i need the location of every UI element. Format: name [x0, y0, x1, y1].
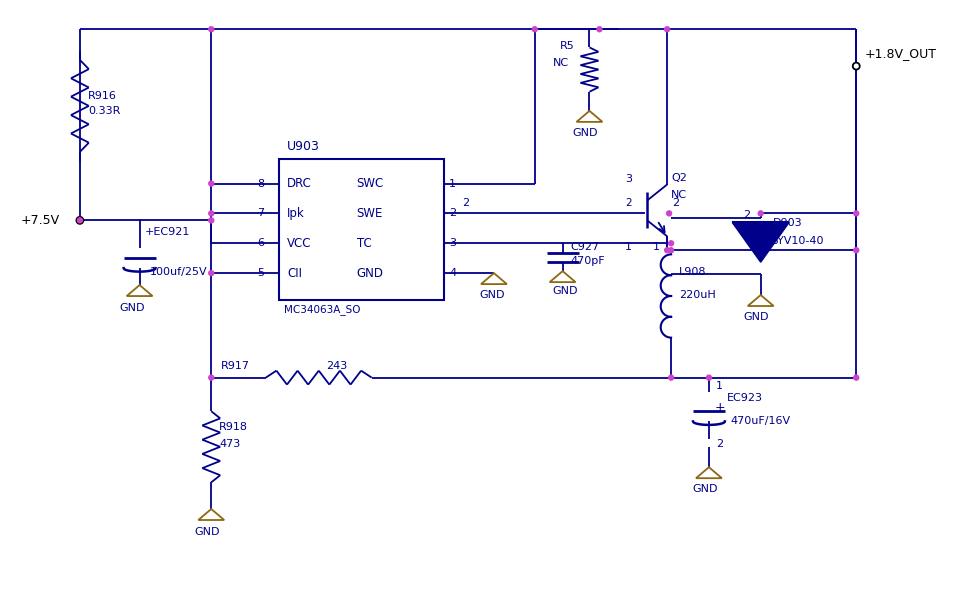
Text: 2: 2: [672, 199, 680, 208]
Text: 1: 1: [449, 178, 456, 189]
Text: +EC921: +EC921: [145, 227, 190, 237]
Text: 5: 5: [257, 268, 264, 278]
Text: +7.5V: +7.5V: [20, 214, 60, 227]
Circle shape: [208, 27, 214, 32]
Text: 2: 2: [462, 199, 469, 208]
Circle shape: [758, 211, 763, 216]
Text: GND: GND: [692, 484, 717, 494]
Text: 470pF: 470pF: [570, 256, 605, 266]
Text: L908: L908: [679, 267, 707, 277]
Text: R918: R918: [219, 422, 249, 433]
Text: 1: 1: [653, 242, 660, 252]
Circle shape: [853, 248, 859, 253]
Text: 4: 4: [449, 268, 456, 278]
Text: +1.8V_OUT: +1.8V_OUT: [864, 46, 936, 60]
Circle shape: [853, 375, 859, 380]
Circle shape: [668, 241, 674, 246]
Text: SWC: SWC: [356, 177, 384, 190]
FancyBboxPatch shape: [279, 159, 444, 300]
Text: GND: GND: [572, 128, 598, 138]
Text: GND: GND: [356, 267, 384, 280]
Text: 220uH: 220uH: [679, 290, 716, 300]
Text: Ipk: Ipk: [287, 207, 304, 220]
Circle shape: [208, 181, 214, 186]
Text: R5: R5: [560, 41, 574, 51]
Circle shape: [668, 375, 674, 380]
Circle shape: [208, 375, 214, 380]
Text: 2: 2: [449, 208, 456, 218]
Text: 2: 2: [625, 199, 632, 208]
Circle shape: [707, 375, 711, 380]
Circle shape: [208, 271, 214, 275]
Circle shape: [664, 248, 670, 253]
Text: EC923: EC923: [727, 393, 763, 403]
Text: U903: U903: [287, 140, 320, 153]
Text: NC: NC: [553, 58, 568, 68]
Text: 2: 2: [716, 439, 723, 449]
Circle shape: [666, 211, 672, 216]
Text: 243: 243: [325, 361, 347, 371]
Text: CII: CII: [287, 267, 301, 280]
Circle shape: [852, 62, 860, 70]
Text: 3: 3: [625, 174, 633, 184]
Text: R916: R916: [87, 91, 117, 101]
Text: 1: 1: [625, 242, 633, 252]
Text: GND: GND: [744, 312, 769, 322]
Text: 7: 7: [257, 208, 264, 218]
Text: GND: GND: [194, 527, 220, 537]
Circle shape: [77, 217, 84, 224]
Text: GND: GND: [120, 303, 145, 313]
Circle shape: [78, 218, 83, 223]
Text: C927: C927: [570, 242, 600, 252]
Text: 2: 2: [743, 211, 750, 220]
Text: Q2: Q2: [671, 173, 687, 183]
Text: SWE: SWE: [356, 207, 383, 220]
Text: 0.33R: 0.33R: [87, 106, 120, 116]
Text: TC: TC: [356, 237, 372, 250]
Circle shape: [664, 27, 670, 32]
Text: 1: 1: [716, 381, 723, 390]
Circle shape: [208, 211, 214, 216]
Text: 473: 473: [219, 439, 240, 449]
Text: 6: 6: [257, 238, 264, 248]
Text: 100uf/25V: 100uf/25V: [150, 267, 207, 277]
Text: GND: GND: [479, 290, 505, 300]
Circle shape: [668, 248, 674, 253]
Circle shape: [597, 27, 602, 32]
Text: GND: GND: [553, 286, 578, 296]
Text: DRC: DRC: [287, 177, 312, 190]
Circle shape: [208, 218, 214, 223]
Text: NC: NC: [671, 190, 687, 201]
Text: 8: 8: [257, 178, 264, 189]
Text: 3: 3: [449, 238, 456, 248]
Circle shape: [853, 211, 859, 216]
Text: R917: R917: [221, 361, 251, 371]
Polygon shape: [732, 223, 789, 262]
Text: VCC: VCC: [287, 237, 311, 250]
Text: MC34063A_SO: MC34063A_SO: [284, 305, 360, 315]
Circle shape: [532, 27, 538, 32]
Text: BYV10-40: BYV10-40: [771, 236, 824, 246]
Text: +: +: [715, 401, 726, 414]
Text: 470uF/16V: 470uF/16V: [731, 416, 791, 427]
Text: D903: D903: [773, 218, 803, 228]
